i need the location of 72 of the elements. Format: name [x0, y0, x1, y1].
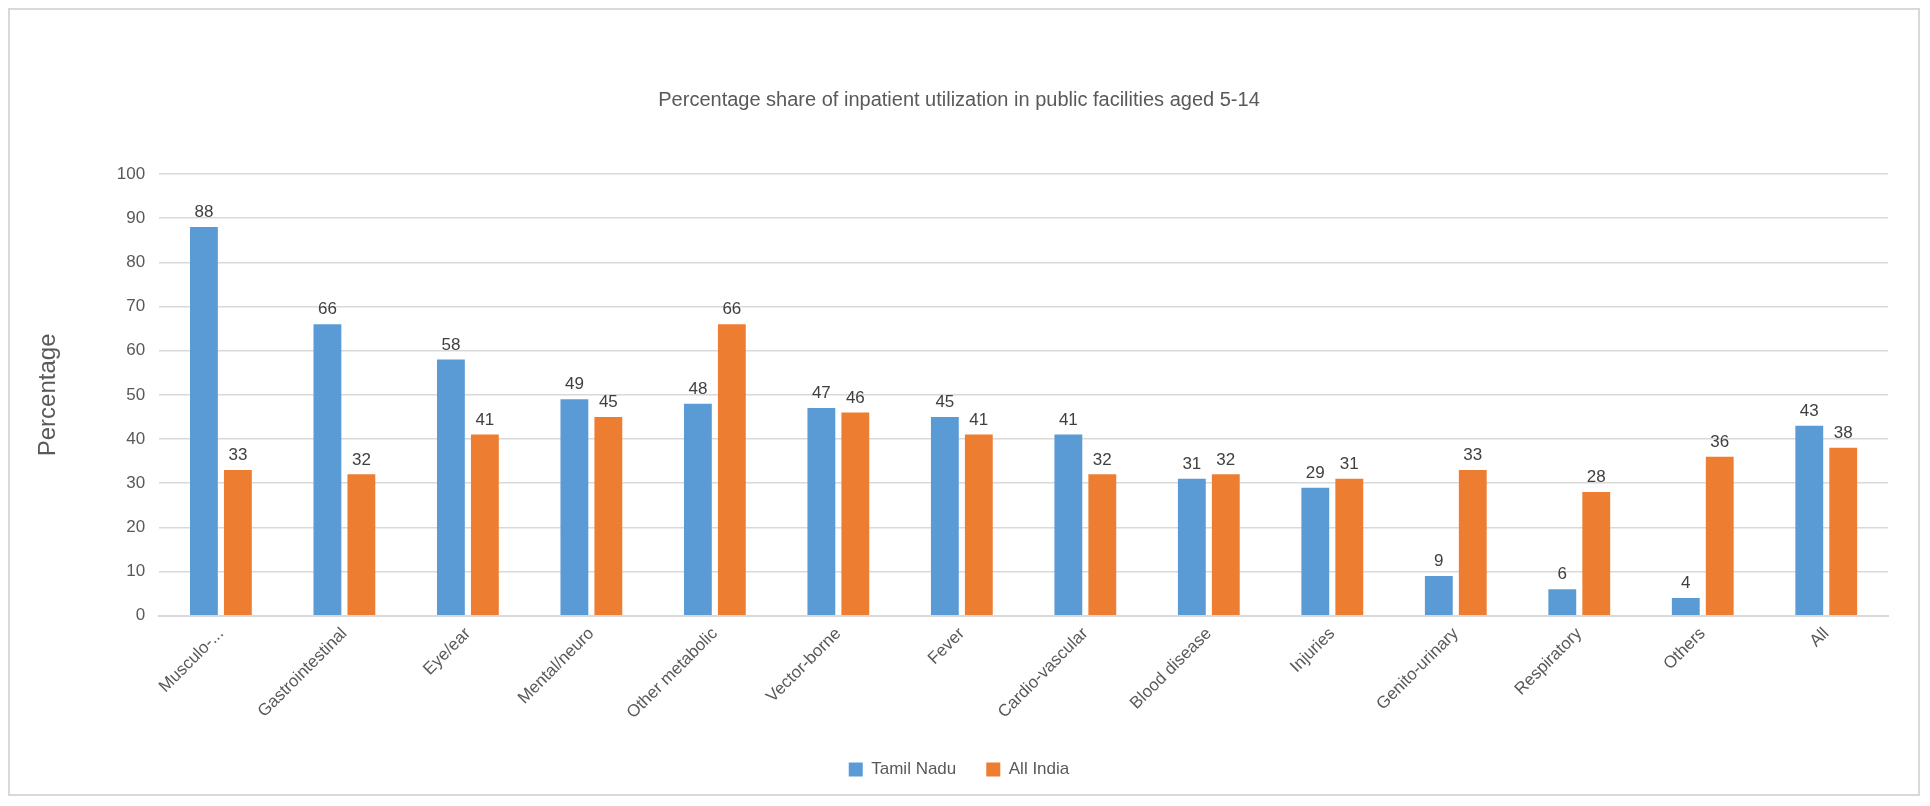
data-label: 41	[1058, 409, 1078, 429]
bar	[1335, 478, 1364, 615]
bar	[594, 416, 623, 615]
data-label: 41	[969, 409, 989, 429]
bar	[223, 469, 252, 615]
y-tick-label: 70	[126, 296, 146, 316]
data-label: 45	[935, 392, 955, 412]
bar	[1548, 589, 1577, 615]
legend-label: Tamil Nadu	[871, 759, 957, 779]
bar	[807, 408, 836, 615]
data-label: 45	[598, 392, 618, 412]
data-label: 36	[1710, 431, 1730, 451]
y-axis-title: Percentage	[33, 333, 61, 457]
data-label: 32	[351, 449, 371, 469]
bar	[930, 416, 959, 615]
y-tick-label: 40	[126, 428, 146, 448]
data-label: 48	[688, 378, 708, 398]
bar	[1211, 474, 1240, 615]
data-label: 9	[1434, 551, 1444, 571]
bar	[1458, 469, 1487, 615]
bar	[560, 399, 589, 615]
bar	[683, 403, 712, 615]
data-label: 66	[317, 299, 337, 319]
y-tick-label: 60	[126, 340, 146, 360]
bar	[470, 434, 499, 615]
data-label: 66	[722, 299, 742, 319]
bar	[964, 434, 993, 615]
legend-label: All India	[1008, 759, 1070, 779]
bar	[1088, 474, 1117, 615]
y-tick-label: 10	[126, 561, 146, 581]
bar	[347, 474, 376, 615]
data-label: 6	[1557, 564, 1568, 584]
y-tick-label: 100	[116, 163, 146, 183]
data-label: 29	[1305, 462, 1325, 482]
data-label: 32	[1092, 449, 1112, 469]
data-label: 38	[1833, 423, 1853, 443]
bar	[1054, 434, 1083, 615]
bar	[1829, 447, 1858, 615]
data-label: 33	[228, 445, 248, 465]
data-label: 31	[1339, 453, 1359, 473]
y-tick-label: 80	[126, 252, 146, 272]
data-label: 4	[1681, 573, 1691, 593]
bar	[841, 412, 870, 615]
bar	[1424, 575, 1453, 615]
bar	[1795, 425, 1824, 615]
y-tick-label: 30	[126, 472, 146, 492]
data-label: 46	[845, 387, 865, 407]
data-label: 88	[194, 202, 214, 222]
bar	[190, 227, 218, 615]
y-tick-label: 20	[126, 517, 146, 537]
bar	[717, 324, 746, 615]
data-label: 43	[1799, 400, 1819, 420]
data-label: 33	[1463, 445, 1483, 465]
data-label: 31	[1182, 453, 1202, 473]
bar	[313, 324, 342, 615]
data-label: 32	[1216, 449, 1236, 469]
y-tick-label: 90	[126, 207, 146, 227]
bar	[1705, 456, 1734, 615]
data-label: 28	[1586, 467, 1606, 487]
bar	[1671, 598, 1700, 615]
data-label: 47	[811, 383, 831, 403]
y-tick-label: 0	[135, 605, 146, 625]
data-label: 58	[441, 334, 461, 354]
y-tick-label: 50	[126, 384, 146, 404]
bar	[1177, 478, 1206, 615]
bar	[1301, 487, 1330, 615]
data-label: 41	[475, 409, 495, 429]
x-tick-label: All	[1805, 623, 1833, 651]
data-label: 49	[564, 374, 584, 394]
bar	[436, 359, 465, 615]
bar	[1582, 492, 1611, 615]
chart-title: Percentage share of inpatient utilization in public facilities aged 5-14	[658, 87, 1260, 110]
